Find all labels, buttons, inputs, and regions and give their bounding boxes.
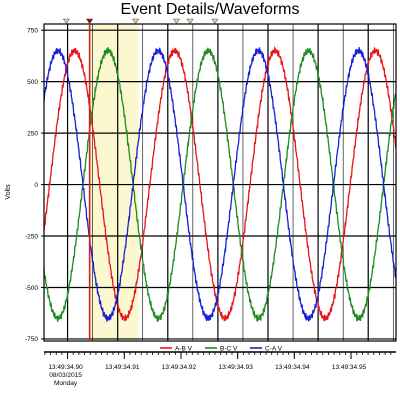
cursor-marker-icon[interactable] [86,18,94,25]
chart-title: Event Details/Waveforms [120,1,299,18]
event-marker-icon[interactable] [132,18,140,25]
x-tick-label: 13:49:34.92 [162,364,197,371]
y-tick-label: -500 [25,285,38,292]
legend-label: A-B V [175,345,193,352]
event-marker-icon[interactable] [62,18,70,25]
y-tick-label: -750 [25,336,38,343]
event-marker-icon[interactable] [186,18,194,25]
x-tick-label: 13:49:34.90 [48,364,83,371]
y-tick-label: -250 [25,233,38,240]
event-marker-layer [62,18,219,25]
x-tick-label: 13:49:34.94 [275,364,310,371]
x-tick-label: 13:49:34.95 [332,364,367,371]
y-tick-label: 0 [34,182,38,189]
legend-label: C-A V [265,345,283,352]
series-line-a-b-v [43,45,397,322]
plot-frame [43,23,397,342]
series-line-b-c-v [43,47,397,323]
series-layer [43,45,397,323]
series-line-c-a-v [43,47,397,322]
x-tick-label: 13:49:34.93 [219,364,254,371]
x-date-label: 08/03/2015 [49,372,82,379]
y-tick-label: 750 [27,27,38,34]
plot-frame-layer [43,23,397,342]
legend-label: B-C V [220,345,238,352]
y-tick-label: 500 [27,79,38,86]
y-axis: 750 500 250 0 -250 -500 -750 [25,27,44,343]
event-marker-icon[interactable] [172,18,181,25]
x-day-label: Monday [54,380,78,387]
event-marker-icon[interactable] [211,18,219,25]
legend: A-B V B-C V C-A V [160,345,283,352]
x-tick-label: 13:49:34.91 [105,364,140,371]
y-tick-label: 250 [27,130,38,137]
y-axis-label: Volts [5,184,12,200]
